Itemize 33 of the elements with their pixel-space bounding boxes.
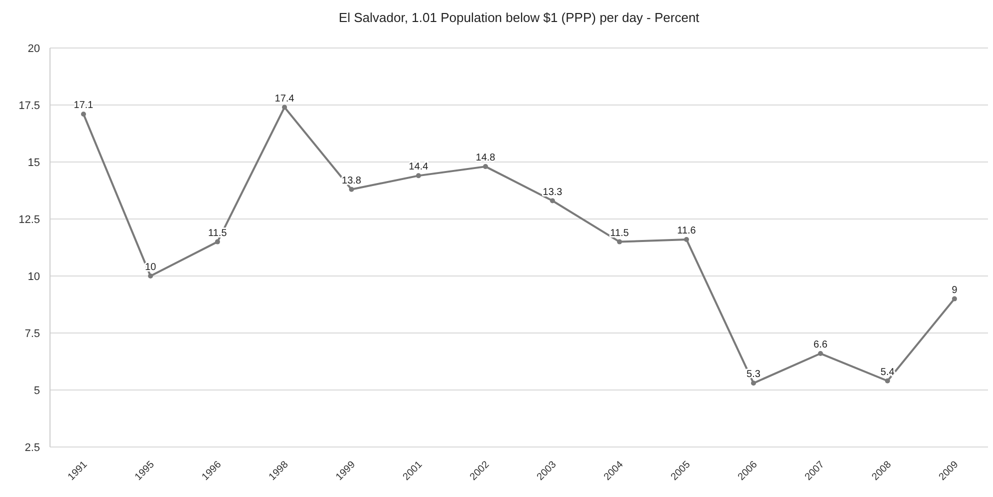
point	[483, 164, 488, 170]
chart-title: El Salvador, 1.01 Population below $1 (PPP) per day - Percent	[338, 10, 700, 25]
point	[617, 239, 622, 244]
data-label: 5.4	[880, 366, 895, 378]
data-label: 6.6	[814, 340, 828, 351]
y-tick-label: 17.5	[18, 100, 40, 112]
point	[416, 173, 421, 178]
point	[81, 112, 86, 117]
data-label: 11.5	[610, 228, 630, 239]
y-tick-label: 5	[34, 385, 40, 397]
y-tick-label: 2.5	[24, 442, 40, 454]
y-tick-label: 20	[28, 43, 40, 55]
data-label: 14.8	[476, 152, 496, 164]
y-tick-label: 15	[28, 157, 40, 169]
data-label: 14.4	[408, 162, 429, 173]
data-label: 9	[952, 284, 958, 296]
point	[550, 198, 555, 204]
y-tick-label: 10	[28, 271, 40, 283]
data-label: 13.3	[542, 186, 563, 198]
y-tick-label: 12.5	[18, 214, 40, 226]
y-tick-label: 7.5	[24, 328, 40, 340]
point	[684, 237, 689, 242]
point	[818, 351, 823, 356]
point	[751, 380, 756, 386]
point	[885, 378, 890, 384]
data-label: 17.1	[74, 100, 94, 112]
point	[215, 239, 220, 244]
point	[349, 186, 354, 192]
point	[952, 296, 957, 302]
data-label: 17.4	[274, 93, 295, 104]
point	[148, 274, 153, 278]
point	[282, 104, 287, 110]
data-label: 11.6	[677, 226, 696, 237]
